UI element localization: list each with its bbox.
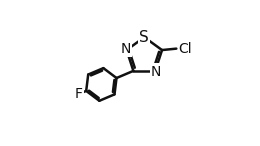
Text: Cl: Cl — [178, 42, 191, 56]
Text: F: F — [75, 87, 83, 101]
Text: S: S — [139, 30, 149, 45]
Text: N: N — [121, 42, 131, 56]
Text: N: N — [151, 65, 161, 79]
